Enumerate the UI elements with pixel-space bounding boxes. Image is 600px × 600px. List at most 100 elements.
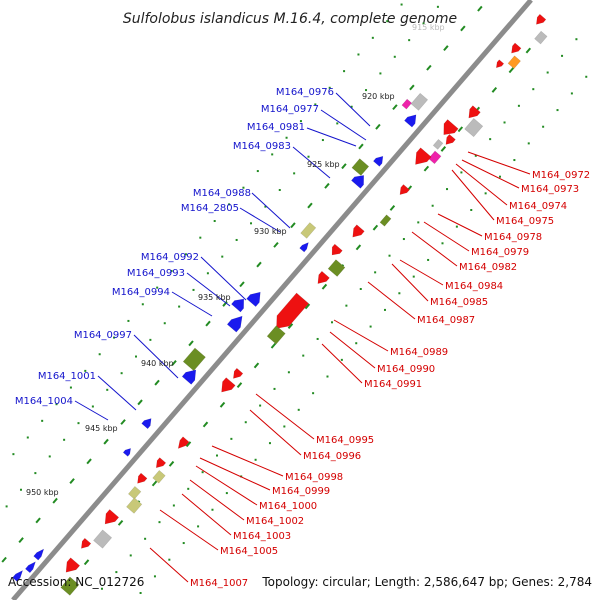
gene-label[interactable]: M164_0995 — [316, 435, 374, 446]
gene-feature[interactable] — [443, 133, 456, 147]
gene-label[interactable]: M164_0998 — [285, 472, 343, 483]
gene-label[interactable]: M164_0983 — [233, 141, 291, 152]
gene-label[interactable]: M164_0972 — [532, 170, 590, 181]
gene-feature[interactable] — [373, 154, 386, 167]
gene-label[interactable]: M164_0988 — [193, 188, 251, 199]
callout-line — [159, 509, 219, 551]
gene-label[interactable]: M164_1007 — [190, 578, 248, 589]
gene-label[interactable]: M164_0978 — [484, 232, 542, 243]
track-dot — [436, 5, 439, 8]
track-dot — [357, 53, 360, 56]
gene-feature[interactable] — [141, 416, 155, 430]
gene-label[interactable]: M164_1001 — [38, 371, 96, 382]
callout-line — [451, 169, 495, 221]
gene-label[interactable]: M164_0981 — [247, 122, 305, 133]
gene-feature[interactable] — [122, 446, 133, 457]
gene-label[interactable]: M164_1003 — [233, 531, 291, 542]
gene-label[interactable]: M164_0994 — [112, 287, 170, 298]
gene-label[interactable]: M164_0997 — [74, 330, 132, 341]
gene-features — [12, 13, 548, 596]
gene-feature[interactable] — [533, 13, 547, 27]
gene-label[interactable]: M164_0992 — [141, 252, 199, 263]
gene-feature[interactable] — [217, 377, 236, 396]
gene-feature[interactable] — [266, 325, 286, 345]
gene-feature[interactable] — [507, 55, 521, 69]
gene-label[interactable]: M164_2805 — [181, 203, 239, 214]
right-gene-labels: M164_0972 M164_0973 M164_0974 M164_0975 … — [190, 170, 590, 589]
gene-feature[interactable] — [327, 259, 346, 277]
gene-label[interactable]: M164_0990 — [377, 364, 435, 375]
gene-feature[interactable] — [328, 243, 343, 258]
gene-feature[interactable] — [93, 529, 113, 549]
gene-label[interactable]: M164_0999 — [272, 486, 330, 497]
gene-label[interactable]: M164_0974 — [509, 201, 567, 212]
gene-label[interactable]: M164_0979 — [471, 247, 529, 258]
gene-feature[interactable] — [152, 470, 166, 484]
gene-feature[interactable] — [300, 222, 317, 239]
gene-label[interactable]: M164_0991 — [364, 379, 422, 390]
gene-feature[interactable] — [379, 214, 392, 227]
gene-feature[interactable] — [397, 184, 410, 197]
track-dot — [293, 172, 296, 175]
gene-label[interactable]: M164_0989 — [390, 347, 448, 358]
gene-feature[interactable] — [351, 171, 368, 189]
gene-label[interactable]: M164_0985 — [430, 297, 488, 308]
gene-feature[interactable] — [25, 560, 37, 574]
gene-label[interactable]: M164_1005 — [220, 546, 278, 557]
gene-label[interactable]: M164_1002 — [246, 516, 304, 527]
gene-label[interactable]: M164_0975 — [496, 216, 554, 227]
gene-feature[interactable] — [270, 292, 310, 334]
gene-feature[interactable] — [534, 30, 548, 45]
gene-feature[interactable] — [314, 270, 330, 287]
gene-feature[interactable] — [153, 457, 167, 471]
gene-feature[interactable] — [410, 92, 429, 111]
gene-feature[interactable] — [230, 367, 244, 381]
gene-label[interactable]: M164_0973 — [521, 184, 579, 195]
callout-line — [251, 192, 291, 229]
gene-label[interactable]: M164_1004 — [15, 396, 73, 407]
backbone-line — [11, 0, 533, 600]
gene-feature[interactable] — [100, 509, 120, 527]
gene-feature[interactable] — [351, 158, 370, 176]
gene-feature[interactable] — [12, 568, 25, 582]
track-dot — [484, 192, 487, 195]
gene-feature[interactable] — [494, 59, 505, 70]
gene-feature[interactable] — [404, 112, 419, 128]
gene-feature[interactable] — [299, 241, 311, 253]
scale-tick — [341, 163, 347, 170]
gene-feature[interactable] — [78, 537, 92, 551]
gene-feature[interactable] — [226, 312, 247, 333]
gene-label[interactable]: M164_0976 — [276, 87, 334, 98]
gene-feature[interactable] — [231, 295, 248, 313]
gene-feature[interactable] — [60, 576, 80, 596]
gene-feature[interactable] — [33, 547, 46, 561]
gene-label[interactable]: M164_0987 — [417, 315, 475, 326]
gene-label[interactable]: M164_0982 — [459, 262, 517, 273]
gene-feature[interactable] — [349, 224, 365, 241]
gene-feature[interactable] — [128, 486, 142, 500]
gene-feature[interactable] — [175, 436, 190, 451]
gene-feature[interactable] — [464, 117, 484, 138]
gene-feature[interactable] — [432, 139, 444, 150]
gene-label[interactable]: M164_0996 — [303, 451, 361, 462]
gene-label[interactable]: M164_0984 — [445, 281, 503, 292]
scale-tick — [440, 146, 447, 152]
gene-feature[interactable] — [438, 119, 459, 140]
gene-feature[interactable] — [134, 472, 148, 486]
gene-feature[interactable] — [465, 105, 481, 122]
gene-feature[interactable] — [182, 347, 206, 372]
left-gene-labels: M164_0976 M164_0977 M164_0981 M164_0983 … — [15, 87, 334, 407]
track-dot — [127, 319, 130, 322]
gene-feature[interactable] — [410, 147, 432, 169]
scale-tick — [477, 5, 483, 12]
gene-label[interactable]: M164_1000 — [259, 501, 317, 512]
gene-feature[interactable] — [61, 557, 81, 576]
gene-feature[interactable] — [126, 497, 143, 514]
gene-feature[interactable] — [508, 42, 522, 56]
gene-feature[interactable] — [401, 98, 412, 110]
gene-feature[interactable] — [181, 366, 200, 385]
gene-label[interactable]: M164_0977 — [261, 104, 319, 115]
callout-line — [195, 465, 258, 506]
gene-feature[interactable] — [246, 288, 265, 307]
gene-label[interactable]: M164_0993 — [127, 268, 185, 279]
